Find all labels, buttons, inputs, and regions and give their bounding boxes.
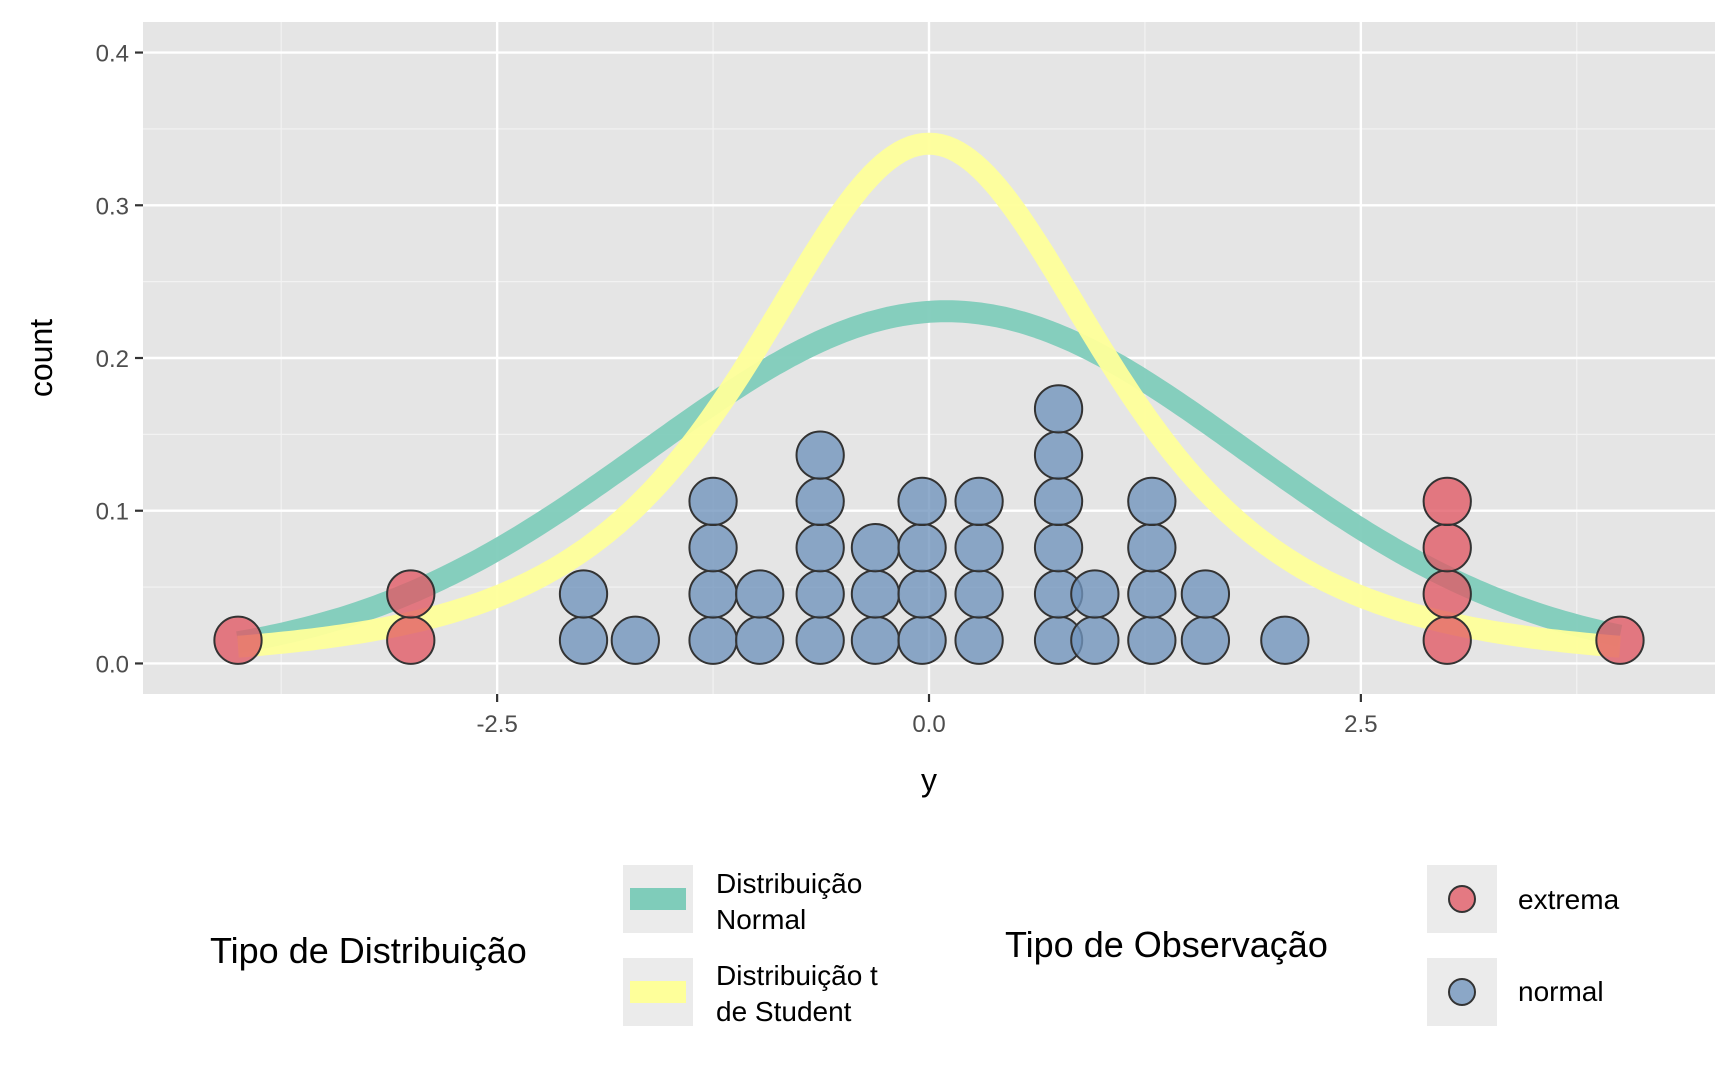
dot-normal [795,569,845,619]
legend-label-t-line1: Distribuição t [716,960,878,991]
dot-normal [688,476,738,527]
dot-normal [558,615,609,665]
legend-label-normal: Distribuição Normal [716,868,870,935]
dot-normal [795,476,845,527]
t-distribution-curve [232,132,1626,658]
dot-normal [1033,430,1084,480]
y-tick-label: 0.3 [96,193,129,220]
dot-normal [1127,569,1177,619]
y-tick-label: 0.1 [96,499,129,526]
dot-normal [850,523,901,573]
density-curves [232,132,1626,658]
legend-key-normal-dot [1448,978,1476,1006]
x-axis-title: y [921,762,937,798]
dot-normal [897,569,947,619]
dot-extrema [1422,569,1472,619]
dot-extrema [1422,476,1472,527]
dot-normal [954,569,1004,619]
dot-normal [850,569,901,619]
dot-normal [954,523,1004,573]
legend-observation-title: Tipo de Observação [1005,924,1328,965]
dot-normal [795,615,845,665]
dot-normal [610,615,660,665]
legend-label-normal-line1: Distribuição [716,868,862,899]
y-axis-title: count [23,319,59,397]
dot-extrema [386,569,436,619]
y-axis: 0.0 0.1 0.2 0.3 0.4 [96,41,143,678]
dot-normal [735,615,785,665]
legend-label-normal-obs: normal [1518,976,1604,1007]
dot-normal [688,523,738,573]
dot-extrema [386,615,436,665]
dot-normal [688,615,738,665]
dot-normal [850,615,901,665]
dot-normal [795,430,845,480]
dot-normal [795,523,845,573]
x-tick-label: -2.5 [476,711,517,738]
dot-extrema [1422,523,1472,573]
x-tick-label: 0.0 [912,711,945,738]
dot-normal [735,569,785,619]
dot-normal [954,476,1004,527]
legend-label-extrema: extrema [1518,884,1620,915]
y-tick-label: 0.0 [96,651,129,678]
dot-normal [1070,615,1120,665]
dot-normal [1070,569,1120,619]
dot-normal [1127,476,1177,527]
x-tick-label: 2.5 [1344,711,1377,738]
dot-normal [558,569,609,619]
dot-normal [1180,569,1231,619]
legend-label-normal-line2: Normal [716,904,806,935]
dot-normal [1033,384,1084,434]
y-tick-label: 0.4 [96,41,129,68]
dot-normal [688,569,738,619]
dot-normal [1127,615,1177,665]
dot-extrema [213,615,263,665]
x-axis: -2.5 0.0 2.5 [476,694,1378,738]
normal-distribution-curve [232,300,1626,654]
legend-distribution-title: Tipo de Distribuição [210,930,527,971]
data-dots [213,384,1645,665]
dot-normal [897,615,947,665]
dot-normal [897,523,947,573]
legend-key-extrema-dot [1448,885,1476,913]
legend-label-t: Distribuição t de Student [716,960,886,1027]
y-tick-label: 0.2 [96,346,129,373]
dot-normal [1127,523,1177,573]
dot-normal [1180,615,1231,665]
dot-normal [1260,615,1310,665]
dot-extrema [1422,615,1472,665]
dot-normal [954,615,1004,665]
dot-normal [1033,476,1084,527]
dot-extrema [1595,615,1645,665]
dot-normal [897,476,947,527]
legend-observation: Tipo de Observação extrema normal [1005,865,1620,1026]
legend-distribution: Tipo de Distribuição Distribuição Normal… [210,865,886,1027]
legend-label-t-line2: de Student [716,996,852,1027]
dot-normal [1033,523,1084,573]
